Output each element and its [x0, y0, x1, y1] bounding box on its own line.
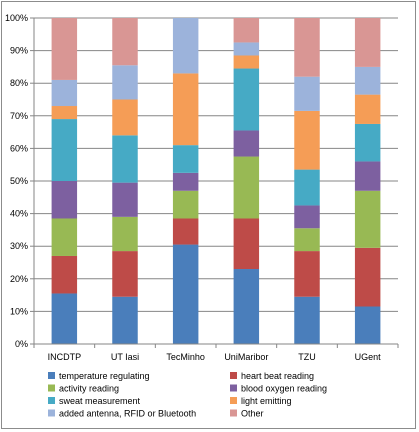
legend-label: sweat measurement: [59, 396, 141, 406]
bar-segment: [294, 76, 320, 111]
legend-swatch: [48, 384, 55, 392]
bar-segment: [294, 110, 320, 170]
bar-segment: [233, 68, 260, 131]
bar-segment: [51, 79, 78, 107]
y-tick-label: 60%: [10, 143, 28, 153]
bar-segment: [294, 18, 320, 77]
y-tick-label: 50%: [10, 176, 28, 186]
y-tick-label: 0%: [15, 339, 28, 349]
legend-label: blood oxygen reading: [241, 384, 327, 394]
legend-label: Other: [241, 409, 264, 419]
bar-segment: [233, 218, 260, 270]
bar-segment: [112, 99, 138, 136]
bar-segment: [51, 181, 78, 219]
legend-label: light emitting: [241, 396, 292, 406]
bar-segment: [233, 18, 260, 43]
y-tick-label: 90%: [10, 46, 28, 56]
legend-swatch: [230, 397, 237, 404]
bar-segment: [172, 218, 199, 245]
bar-segment: [112, 251, 138, 297]
legend-swatch: [48, 372, 55, 379]
bar-segment: [172, 172, 199, 191]
y-tick-label: 20%: [10, 274, 28, 284]
bar-segment: [112, 182, 138, 217]
bar-segment: [354, 66, 381, 95]
bar-segment: [51, 293, 78, 344]
y-tick-label: 30%: [10, 241, 28, 251]
legend-swatch: [230, 372, 237, 379]
bar-segment: [112, 65, 138, 100]
bar-segment: [172, 190, 199, 219]
bar-segment: [112, 135, 138, 183]
bar-segment: [294, 205, 320, 229]
bar-segment: [172, 73, 199, 146]
y-tick-label: 70%: [10, 111, 28, 121]
bar-segment: [51, 119, 78, 181]
bar-segment: [354, 94, 381, 124]
bar-segment: [51, 18, 78, 80]
legend-label: activity reading: [59, 384, 119, 394]
y-tick-label: 80%: [10, 78, 28, 88]
bar-segment: [233, 130, 260, 157]
bar-segment: [51, 106, 78, 120]
axes: 0% 10% 20% 30% 40% 50% 60% 70% 80% 90% 100% INCDTP U…: [5, 13, 399, 362]
y-tick-label: 40%: [10, 209, 28, 219]
gridlines: [34, 17, 398, 345]
legend-label: added antenna, RFID or Bluetooth: [59, 409, 196, 419]
bar-segment: [294, 251, 320, 297]
legend-swatch: [48, 409, 55, 417]
bar-segment: [354, 161, 381, 191]
x-tick-label: TZU: [298, 352, 316, 362]
bar-segment: [112, 296, 138, 344]
legend: temperature regulating heart beat reading…: [48, 371, 327, 419]
y-tick-label: 100%: [5, 13, 28, 23]
x-tick-label: UT Iasi: [111, 352, 139, 362]
bars: [51, 18, 381, 344]
bar-segment: [233, 269, 260, 344]
bar-segment: [294, 296, 320, 344]
bar-segment: [233, 55, 260, 69]
y-tick-label: 10%: [10, 306, 28, 316]
bar-segment: [51, 218, 78, 256]
x-tick-label: UniMaribor: [224, 352, 268, 362]
bar-segment: [172, 145, 199, 173]
bar-segment: [354, 247, 381, 307]
bar-segment: [354, 306, 381, 344]
legend-swatch: [48, 397, 55, 404]
bar-segment: [172, 244, 199, 344]
x-tick-label: TecMinho: [166, 352, 205, 362]
legend-swatch: [230, 384, 237, 392]
bar-segment: [112, 216, 138, 252]
bar-segment: [172, 18, 199, 74]
bar-segment: [112, 18, 138, 66]
legend-label: heart beat reading: [241, 371, 314, 381]
bar-segment: [233, 42, 260, 56]
x-tick-label: UGent: [355, 352, 382, 362]
bar-segment: [294, 169, 320, 206]
bar-segment: [354, 123, 381, 162]
bar-segment: [354, 190, 381, 248]
bar-segment: [233, 156, 260, 219]
bar-segment: [294, 228, 320, 252]
bar-segment: [354, 18, 381, 67]
bar-segment: [51, 255, 78, 294]
legend-label: temperature regulating: [59, 371, 150, 381]
legend-swatch: [230, 409, 237, 417]
x-tick-label: INCDTP: [48, 352, 82, 362]
